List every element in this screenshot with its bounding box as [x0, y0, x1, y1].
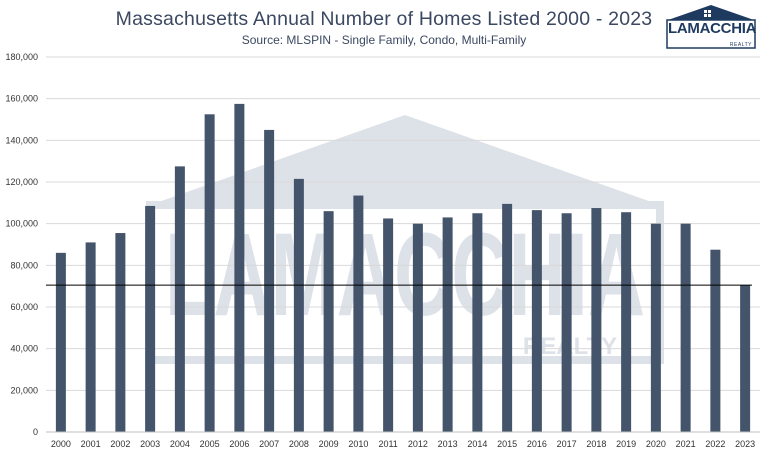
x-tick-label: 2012: [408, 439, 428, 449]
x-tick-label: 2016: [527, 439, 547, 449]
bar-2002: [115, 233, 126, 432]
bar-2023: [740, 285, 751, 432]
y-tick-label: 120,000: [5, 177, 38, 187]
bar-2022: [710, 249, 721, 432]
bar-2004: [174, 166, 185, 432]
y-tick-label: 100,000: [5, 219, 38, 229]
bar-2000: [55, 252, 66, 432]
bar-2014: [472, 213, 483, 432]
bar-2007: [264, 129, 275, 432]
x-tick-label: 2004: [170, 439, 190, 449]
bar-2020: [650, 223, 661, 432]
bar-2005: [204, 114, 215, 433]
x-tick-label: 2013: [438, 439, 458, 449]
x-tick-label: 2002: [110, 439, 130, 449]
x-tick-label: 2005: [200, 439, 220, 449]
y-tick-label: 180,000: [5, 52, 38, 62]
x-tick-label: 2018: [586, 439, 606, 449]
bar-2013: [442, 217, 453, 432]
x-tick-label: 2020: [646, 439, 666, 449]
bar-2003: [145, 205, 156, 432]
x-axis-ticks: 2000 2001 2002 2003 2004 2005 2006 2007 2008 2009…: [46, 431, 760, 449]
logo-subtext: REALTY: [729, 42, 752, 48]
bar-2010: [353, 195, 364, 432]
x-tick-label: 2022: [705, 439, 725, 449]
watermark-roof: [150, 115, 660, 205]
x-tick-label: 2015: [497, 439, 517, 449]
bar-2017: [561, 213, 572, 432]
bar-2018: [591, 208, 602, 432]
bar-2012: [412, 223, 423, 432]
chart-title: Massachusetts Annual Number of Homes Lis…: [115, 8, 653, 30]
y-tick-label: 40,000: [10, 344, 38, 354]
x-tick-label: 2006: [229, 439, 249, 449]
logo-wordmark: LAMACCHIA: [668, 20, 757, 37]
x-tick-label: 2017: [557, 439, 577, 449]
y-axis-ticks: 0 20,000 40,000 60,000 80,000 100,000 120,000 1…: [5, 52, 38, 437]
y-tick-label: 80,000: [10, 260, 38, 270]
bar-2021: [680, 223, 691, 432]
x-tick-label: 2009: [319, 439, 339, 449]
x-tick-label: 2019: [616, 439, 636, 449]
brand-logo: LAMACCHIA REALTY: [664, 4, 758, 54]
x-tick-label: 2007: [259, 439, 279, 449]
bar-2001: [85, 242, 96, 432]
x-tick-label: 2021: [676, 439, 696, 449]
x-tick-label: 2023: [735, 439, 755, 449]
bar-2019: [621, 212, 632, 432]
bar-2016: [531, 210, 542, 432]
y-tick-label: 0: [33, 427, 38, 437]
bar-2009: [323, 211, 334, 432]
y-tick-label: 20,000: [10, 385, 38, 395]
x-tick-label: 2011: [378, 439, 397, 449]
bar-2008: [293, 178, 304, 432]
logo-roof-icon: [666, 5, 756, 49]
y-tick-label: 140,000: [5, 135, 38, 145]
bar-2015: [502, 203, 513, 432]
chart-subtitle: Source: MLSPIN - Single Family, Condo, M…: [241, 33, 527, 47]
y-tick-label: 60,000: [10, 302, 38, 312]
x-tick-label: 2014: [467, 439, 487, 449]
x-tick-label: 2001: [81, 439, 101, 449]
bar-2011: [383, 218, 394, 432]
y-tick-label: 160,000: [5, 94, 38, 104]
bars: [55, 103, 751, 433]
x-tick-label: 2010: [348, 439, 368, 449]
x-tick-label: 2008: [289, 439, 309, 449]
x-tick-label: 2003: [140, 439, 160, 449]
x-tick-label: 2000: [51, 439, 71, 449]
bar-2006: [234, 103, 245, 432]
